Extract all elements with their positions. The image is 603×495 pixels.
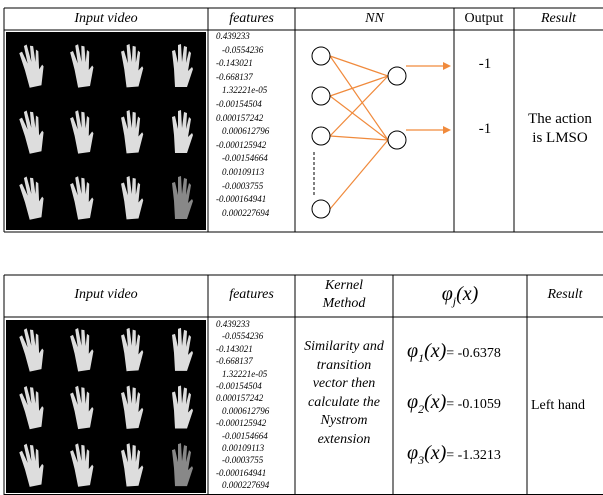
feature: 0.000227694	[222, 209, 269, 218]
feature: -0.0554236	[222, 332, 263, 341]
nn-node	[312, 87, 330, 105]
nn-edge	[330, 56, 388, 76]
output: -1	[470, 121, 500, 138]
phi-value: = -0.1059	[446, 397, 501, 412]
header: Input video	[4, 287, 208, 303]
nn-edge	[330, 140, 388, 209]
feature: -0.668137	[216, 357, 253, 366]
feature: -0.143021	[216, 345, 253, 354]
feature: 0.439233	[216, 32, 250, 41]
nn-arrowhead	[443, 126, 451, 134]
nn-node	[312, 200, 330, 218]
feature: 0.000227694	[222, 481, 269, 490]
nn-node	[388, 131, 406, 149]
header: Output	[454, 11, 514, 27]
feature: 0.00109113	[222, 444, 264, 453]
phi-row: φ3(x)= -1.3213	[407, 442, 501, 468]
nn-edge	[330, 76, 388, 96]
feature: -0.0003755	[222, 456, 263, 465]
feature: 0.000612796	[222, 407, 269, 416]
phi-symbol: φ	[407, 442, 418, 464]
phi-arg: (x)	[424, 340, 446, 362]
result: Left hand	[531, 398, 603, 414]
feature: 1.32221e-05	[222, 86, 267, 95]
nn-edge	[330, 136, 388, 140]
phi-symbol: φ	[442, 283, 453, 305]
feature: 0.000157242	[216, 114, 263, 123]
nn-edge	[330, 96, 388, 140]
nn-node	[388, 67, 406, 85]
header: Result	[527, 287, 603, 303]
feature: 0.00109113	[222, 168, 264, 177]
header: NN	[295, 11, 454, 27]
header: features	[208, 287, 295, 303]
feature: 0.000612796	[222, 127, 269, 136]
feature: -0.00154504	[216, 382, 262, 391]
nn-node	[312, 127, 330, 145]
feature: -0.00154664	[222, 432, 268, 441]
phi-row: φ2(x)= -0.1059	[407, 391, 501, 417]
header: Result	[514, 11, 603, 27]
feature: -0.0003755	[222, 182, 263, 191]
feature: -0.000164941	[216, 195, 266, 204]
feature: -0.0554236	[222, 46, 263, 55]
phi-arg: (x)	[424, 391, 446, 413]
feature: -0.000125942	[216, 141, 266, 150]
header: features	[208, 11, 295, 27]
kernel-text: Similarity and transition vector then ca…	[302, 338, 386, 449]
output: -1	[470, 56, 500, 73]
phi-value: = -0.6378	[446, 346, 501, 361]
header: Input video	[4, 11, 208, 27]
header: Kernel Method	[305, 277, 383, 313]
page: Input video features NN Output Result -1…	[0, 0, 603, 495]
phi-symbol: φ	[407, 340, 418, 362]
nn-node	[312, 47, 330, 65]
nn-arrowhead	[443, 62, 451, 70]
phi-arg: (x)	[424, 442, 446, 464]
phi-arg: (x)	[456, 283, 478, 305]
header: φj(x)	[393, 283, 527, 309]
feature: -0.00154664	[222, 154, 268, 163]
phi-row: φ1(x)= -0.6378	[407, 340, 501, 366]
feature: -0.000125942	[216, 419, 266, 428]
feature: -0.000164941	[216, 469, 266, 478]
feature: 0.000157242	[216, 394, 263, 403]
feature: -0.143021	[216, 59, 253, 68]
feature: -0.668137	[216, 73, 253, 82]
feature: 1.32221e-05	[222, 370, 267, 379]
phi-value: = -1.3213	[446, 448, 501, 463]
phi-symbol: φ	[407, 391, 418, 413]
feature: 0.439233	[216, 320, 250, 329]
result: The action is LMSO	[522, 110, 598, 148]
feature: -0.00154504	[216, 100, 262, 109]
